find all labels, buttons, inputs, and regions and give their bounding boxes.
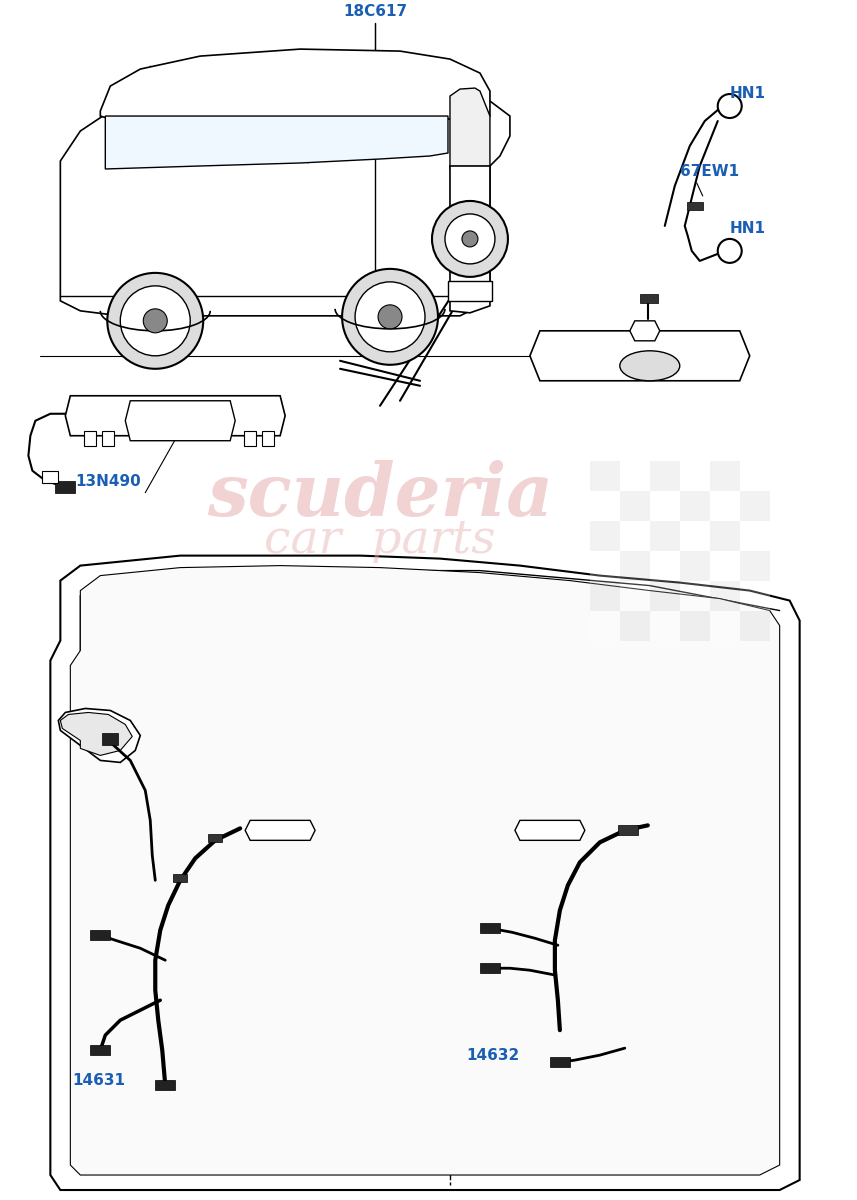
Polygon shape [515, 821, 584, 840]
Polygon shape [56, 481, 75, 493]
Polygon shape [650, 521, 680, 551]
Polygon shape [740, 521, 770, 551]
Polygon shape [42, 470, 58, 482]
Polygon shape [65, 396, 285, 436]
Polygon shape [680, 581, 710, 611]
Polygon shape [245, 821, 315, 840]
Polygon shape [70, 565, 780, 1175]
Text: HN1: HN1 [729, 221, 765, 236]
Polygon shape [60, 713, 132, 756]
Polygon shape [680, 491, 710, 521]
Polygon shape [58, 708, 141, 762]
Polygon shape [650, 551, 680, 581]
Polygon shape [450, 88, 490, 170]
Circle shape [120, 286, 190, 356]
Polygon shape [620, 551, 650, 581]
Polygon shape [650, 461, 680, 491]
Circle shape [717, 94, 741, 118]
Polygon shape [710, 521, 740, 551]
Polygon shape [710, 491, 740, 521]
Polygon shape [125, 401, 235, 440]
Polygon shape [710, 461, 740, 491]
Polygon shape [710, 551, 740, 581]
Text: 67EW1: 67EW1 [680, 164, 740, 179]
Polygon shape [620, 491, 650, 521]
Text: scuderia: scuderia [207, 460, 553, 532]
Circle shape [445, 214, 495, 264]
Polygon shape [105, 116, 448, 169]
Polygon shape [173, 875, 187, 882]
Polygon shape [90, 930, 111, 941]
Polygon shape [590, 491, 620, 521]
Polygon shape [620, 461, 650, 491]
Circle shape [143, 308, 167, 332]
Polygon shape [710, 611, 740, 641]
Polygon shape [740, 461, 770, 491]
Text: 14631: 14631 [72, 1073, 125, 1088]
Polygon shape [102, 431, 114, 445]
Polygon shape [740, 611, 770, 641]
Polygon shape [244, 431, 256, 445]
Polygon shape [680, 461, 710, 491]
Circle shape [462, 230, 478, 247]
Polygon shape [102, 733, 118, 745]
Text: car  parts: car parts [264, 518, 496, 563]
Circle shape [342, 269, 438, 365]
Ellipse shape [620, 350, 680, 380]
Polygon shape [710, 581, 740, 611]
Text: 18C617: 18C617 [343, 4, 407, 19]
Polygon shape [100, 49, 490, 119]
Polygon shape [84, 431, 96, 445]
Polygon shape [650, 611, 680, 641]
Polygon shape [155, 1080, 175, 1090]
Polygon shape [590, 611, 620, 641]
Polygon shape [590, 581, 620, 611]
Polygon shape [90, 1045, 111, 1055]
Text: 13N490: 13N490 [75, 474, 141, 488]
Polygon shape [620, 521, 650, 551]
Polygon shape [740, 581, 770, 611]
Text: HN1: HN1 [729, 86, 765, 101]
Polygon shape [208, 834, 222, 842]
Circle shape [378, 305, 402, 329]
Polygon shape [480, 923, 500, 934]
Polygon shape [550, 1057, 570, 1067]
Circle shape [355, 282, 425, 352]
Polygon shape [618, 826, 638, 835]
Polygon shape [450, 166, 490, 313]
Polygon shape [262, 431, 274, 445]
Polygon shape [640, 294, 658, 302]
Polygon shape [590, 521, 620, 551]
Polygon shape [620, 611, 650, 641]
Polygon shape [60, 76, 510, 316]
Polygon shape [680, 551, 710, 581]
Polygon shape [448, 281, 492, 301]
Polygon shape [650, 491, 680, 521]
Polygon shape [480, 964, 500, 973]
Polygon shape [530, 331, 750, 380]
Polygon shape [740, 551, 770, 581]
Polygon shape [590, 461, 620, 491]
Polygon shape [650, 581, 680, 611]
Polygon shape [590, 551, 620, 581]
Polygon shape [740, 491, 770, 521]
Polygon shape [620, 581, 650, 611]
Text: 14632: 14632 [466, 1048, 519, 1063]
Polygon shape [680, 611, 710, 641]
Polygon shape [680, 521, 710, 551]
Circle shape [717, 239, 741, 263]
Circle shape [107, 272, 203, 368]
Polygon shape [630, 320, 660, 341]
Polygon shape [686, 202, 703, 210]
Polygon shape [51, 556, 800, 1190]
Circle shape [432, 200, 508, 277]
